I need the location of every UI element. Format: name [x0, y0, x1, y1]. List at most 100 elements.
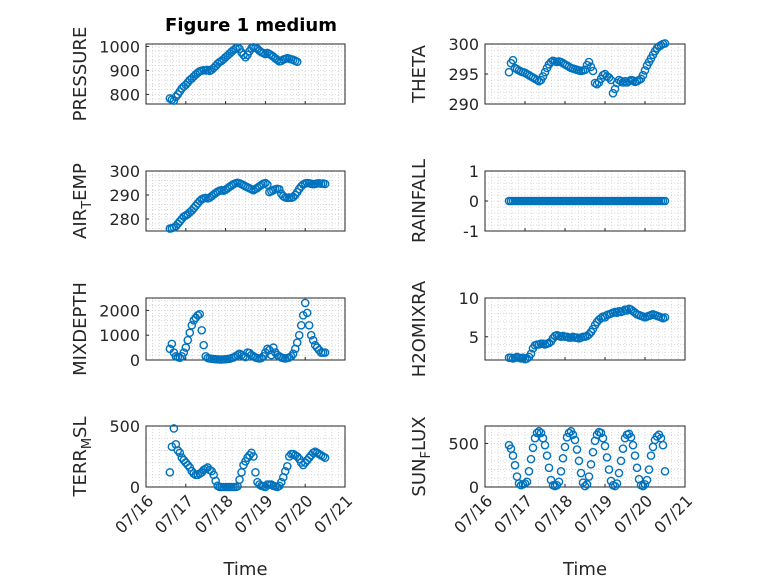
mixdepth-point	[195, 309, 205, 319]
sun-flux-point	[604, 465, 614, 474]
theta-ytick-label: 295	[448, 65, 479, 84]
mixdepth-point	[302, 308, 312, 318]
pressure-point	[241, 52, 250, 62]
sun-flux-point	[576, 468, 586, 478]
sun-flux-point	[614, 468, 624, 478]
rainfall-ylabel: RAINFALL	[409, 159, 430, 243]
sun-flux-point	[528, 443, 538, 453]
theta-point	[508, 55, 518, 65]
terr-msl-point	[249, 452, 258, 461]
sun-flux-point	[652, 432, 662, 441]
sun-flux-point	[658, 440, 668, 450]
figure-title: Figure 1 medium	[165, 15, 337, 36]
terr-msl-point	[277, 477, 286, 487]
sun-flux-point	[522, 477, 532, 487]
sun-flux-xtick-label: 07/21	[650, 491, 696, 537]
sun-flux-ytick-label: 500	[448, 434, 479, 453]
pressure-axes-box	[145, 43, 346, 105]
theta-point	[588, 66, 598, 76]
air-temp-point	[261, 178, 270, 188]
terr-msl-point	[280, 466, 290, 476]
sun-flux-point	[560, 442, 570, 452]
mixdepth-ylabel: MIXDEPTH	[70, 282, 91, 376]
h2omixra-ylabel: H2OMIXRA	[409, 280, 430, 377]
sun-flux-xtick-label: 07/18	[530, 491, 576, 537]
theta-point	[538, 72, 548, 81]
theta-point	[592, 79, 602, 89]
h2omixra-point	[660, 313, 670, 322]
terr-msl-xlabel: Time	[222, 559, 267, 580]
pressure-point	[273, 55, 282, 65]
sun-flux-point	[546, 475, 556, 485]
mixdepth-point	[183, 335, 193, 345]
mixdepth-point	[181, 343, 191, 352]
mixdepth-point	[296, 320, 306, 330]
terr-msl-point	[175, 448, 185, 458]
terr-msl-ytick-label: 500	[109, 417, 140, 436]
terr-msl-point	[251, 468, 260, 477]
sun-flux-point	[626, 433, 636, 442]
terr-msl-point	[245, 450, 254, 460]
terr-msl-point	[169, 424, 179, 433]
mixdepth-point	[199, 340, 209, 350]
sun-flux-point	[600, 441, 610, 451]
theta-ytick-label: 290	[448, 95, 479, 114]
sun-flux-xlabel: Time	[562, 559, 607, 580]
h2omixra-axes-box	[484, 297, 686, 361]
mixdepth-point	[304, 320, 314, 330]
sun-flux-point	[598, 433, 608, 443]
mixdepth-point	[286, 351, 296, 361]
panel-rainfall: -1 0 1 RAINFALL	[409, 159, 686, 243]
h2omixra-ytick-label: 5	[469, 328, 479, 347]
sun-flux-point	[586, 460, 596, 469]
sun-flux-point	[572, 445, 582, 454]
panel-theta: 290 295 300 THETA	[409, 35, 686, 114]
sun-flux-point	[638, 481, 648, 491]
theta-point	[540, 67, 550, 77]
mixdepth-point	[187, 320, 197, 330]
sun-flux-point	[558, 453, 568, 463]
sun-flux-point	[612, 479, 622, 488]
sun-flux-point	[520, 479, 530, 488]
rainfall-ytick-label: 1	[469, 162, 479, 181]
theta-point	[586, 62, 596, 72]
mixdepth-point	[306, 330, 316, 340]
sun-flux-point	[570, 435, 580, 445]
air-temp-axes-box	[145, 170, 346, 232]
theta-point	[584, 57, 594, 67]
mixdepth-point	[288, 349, 298, 359]
panel-h2omixra: 5 10 H2OMIXRA	[409, 280, 686, 377]
terr-msl-xtick-label: 07/17	[151, 491, 197, 537]
pressure-point	[239, 50, 248, 60]
sun-flux-point	[618, 444, 628, 453]
panel-air-temp: 280 290 300 AIRTEMP	[70, 162, 346, 239]
sun-flux-point	[602, 453, 612, 462]
air-temp-point	[275, 184, 284, 194]
terr-msl-xtick-label: 07/19	[231, 491, 277, 537]
terr-msl-ytick-label: 0	[130, 478, 140, 497]
mixdepth-point	[300, 298, 310, 308]
sun-flux-point	[644, 465, 654, 474]
mixdepth-point	[294, 330, 304, 340]
terr-msl-ylabel: TERRMSL	[70, 416, 95, 497]
mixdepth-point	[308, 335, 318, 345]
sun-flux-xtick-label: 07/20	[610, 491, 656, 537]
theta-point	[504, 67, 514, 77]
terr-msl-point	[165, 468, 175, 477]
pressure-point	[171, 92, 181, 102]
sun-flux-point	[642, 475, 652, 485]
pressure-ylabel: PRESSURE	[70, 27, 91, 122]
h2omixra-point	[612, 308, 622, 318]
sun-flux-point	[532, 428, 542, 438]
pressure-ytick-label: 1000	[99, 37, 140, 56]
rainfall-ytick-label: -1	[463, 222, 479, 241]
air-temp-point	[320, 179, 330, 189]
theta-point	[640, 66, 650, 75]
sun-flux-ylabel: SUNFLUX	[409, 416, 434, 496]
h2omixra-point	[518, 353, 528, 362]
theta-point	[638, 70, 648, 80]
sun-flux-point	[628, 440, 638, 450]
air-temp-ylabel: AIRTEMP	[70, 163, 95, 239]
sun-flux-xtick-label: 07/16	[450, 491, 496, 537]
